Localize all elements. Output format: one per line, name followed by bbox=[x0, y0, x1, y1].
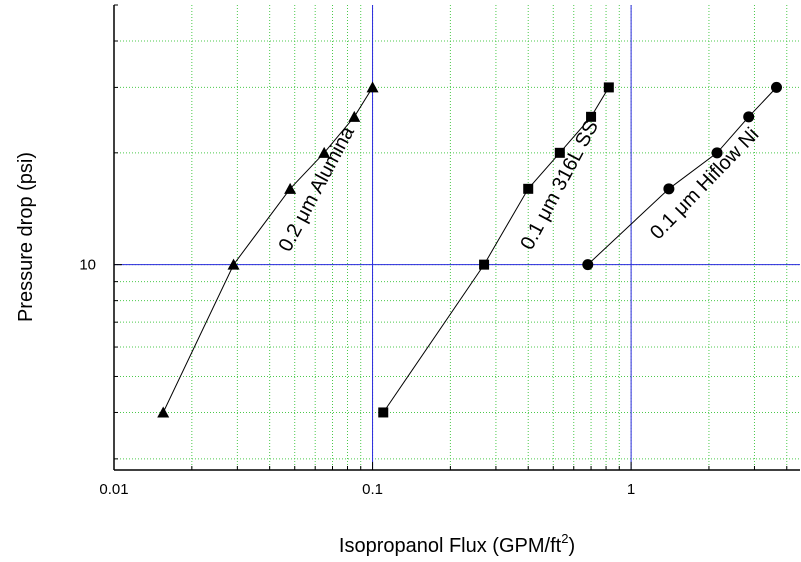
triangle-marker bbox=[366, 81, 379, 93]
circle-marker bbox=[743, 111, 755, 123]
minor-grid bbox=[114, 5, 800, 470]
square-marker bbox=[586, 111, 597, 122]
circle-marker bbox=[711, 147, 723, 159]
square-marker bbox=[603, 82, 614, 93]
axes bbox=[113, 5, 800, 471]
circle-marker bbox=[663, 183, 675, 195]
x-axis-title: Isopropanol Flux (GPM/ft2) bbox=[339, 531, 575, 557]
x-tick-label: 1 bbox=[627, 481, 635, 498]
x-axis-title-main: Isopropanol Flux (GPM/ft bbox=[339, 535, 562, 557]
y-axis-title: Pressure drop (psi) bbox=[15, 152, 37, 322]
triangle-marker bbox=[284, 182, 297, 194]
plot-area bbox=[114, 5, 800, 470]
x-tick-label: 0.1 bbox=[362, 481, 383, 498]
ticks bbox=[113, 4, 788, 470]
x-tick-label: 0.01 bbox=[99, 481, 128, 498]
x-axis-title-end: ) bbox=[568, 535, 575, 557]
circle-marker bbox=[770, 81, 782, 93]
square-marker bbox=[523, 183, 534, 194]
triangle-marker bbox=[157, 406, 170, 418]
circle-marker bbox=[582, 259, 594, 271]
x-axis-title-superscript: 2 bbox=[561, 531, 568, 546]
series-line bbox=[162, 87, 374, 413]
series-markers bbox=[157, 81, 782, 418]
square-marker bbox=[554, 147, 565, 158]
triangle-marker bbox=[348, 110, 361, 122]
y-tick-label: 10 bbox=[79, 257, 96, 274]
triangle-marker bbox=[318, 146, 331, 158]
square-marker bbox=[479, 259, 490, 270]
tick-labels: 0.01 0.1 1 10 bbox=[79, 257, 635, 498]
square-marker bbox=[378, 407, 389, 418]
triangle-marker bbox=[227, 258, 240, 270]
